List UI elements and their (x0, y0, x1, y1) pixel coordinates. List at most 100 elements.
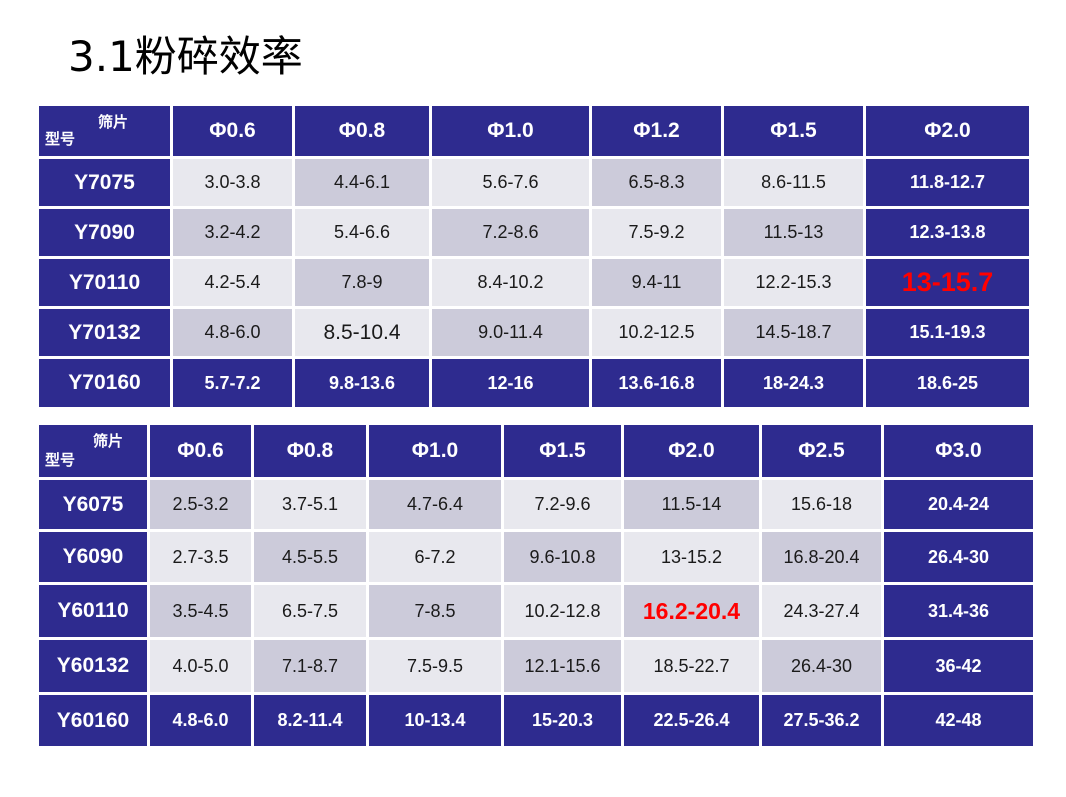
value-cell: 8.6-11.5 (724, 159, 863, 206)
value-cell: 4.2-5.4 (173, 259, 292, 306)
value-cell: 4.8-6.0 (173, 309, 292, 356)
value-cell: 10.2-12.8 (504, 585, 621, 637)
page-title: 3.1粉碎效率 (68, 32, 303, 81)
value-cell: 3.0-3.8 (173, 159, 292, 206)
corner-screen-label: 筛片 (97, 113, 128, 131)
highlighted-value-cell: 16.2-20.4 (624, 585, 759, 637)
value-cell: 16.8-20.4 (762, 532, 881, 582)
column-header: Φ3.0 (884, 425, 1033, 477)
model-cell: Y7075 (39, 159, 170, 206)
model-cell: Y6075 (39, 480, 147, 529)
value-cell: 7.1-8.7 (254, 640, 366, 692)
value-cell: 10-13.4 (369, 695, 501, 746)
column-header: Φ1.5 (724, 106, 863, 156)
value-cell: 26.4-30 (884, 532, 1033, 582)
table-row: Y70132 4.8-6.0 8.5-10.4 9.0-11.4 10.2-12… (39, 309, 1029, 356)
column-header: Φ0.6 (150, 425, 251, 477)
column-header: Φ0.8 (254, 425, 366, 477)
value-cell: 9.6-10.8 (504, 532, 621, 582)
value-cell: 7-8.5 (369, 585, 501, 637)
value-cell: 5.6-7.6 (432, 159, 589, 206)
value-cell: 12-16 (432, 359, 589, 407)
crush-efficiency-table-y70: 筛片 型号 Φ0.6 Φ0.8 Φ1.0 Φ1.2 Φ1.5 Φ2.0 Y707… (36, 103, 1032, 410)
value-cell: 12.3-13.8 (866, 209, 1029, 256)
highlighted-value-cell: 13-15.7 (866, 259, 1029, 306)
value-cell: 4.0-5.0 (150, 640, 251, 692)
column-header: Φ2.5 (762, 425, 881, 477)
value-cell: 18.5-22.7 (624, 640, 759, 692)
value-cell: 10.2-12.5 (592, 309, 721, 356)
model-cell: Y70160 (39, 359, 170, 407)
value-cell: 9.8-13.6 (295, 359, 429, 407)
value-cell: 42-48 (884, 695, 1033, 746)
table-row: Y6075 2.5-3.2 3.7-5.1 4.7-6.4 7.2-9.6 11… (39, 480, 1033, 529)
value-cell: 3.5-4.5 (150, 585, 251, 637)
column-header: Φ2.0 (866, 106, 1029, 156)
value-cell: 7.5-9.5 (369, 640, 501, 692)
value-cell: 18-24.3 (724, 359, 863, 407)
model-cell: Y7090 (39, 209, 170, 256)
value-cell: 13.6-16.8 (592, 359, 721, 407)
value-cell: 4.8-6.0 (150, 695, 251, 746)
value-cell: 7.2-8.6 (432, 209, 589, 256)
value-cell: 9.0-11.4 (432, 309, 589, 356)
model-cell: Y70110 (39, 259, 170, 306)
column-header: Φ2.0 (624, 425, 759, 477)
corner-model-label: 型号 (45, 130, 76, 148)
value-cell: 4.5-5.5 (254, 532, 366, 582)
corner-cell: 筛片 型号 (39, 425, 147, 477)
value-cell: 4.4-6.1 (295, 159, 429, 206)
corner-cell: 筛片 型号 (39, 106, 170, 156)
value-cell: 5.4-6.6 (295, 209, 429, 256)
column-header: Φ0.6 (173, 106, 292, 156)
value-cell: 12.1-15.6 (504, 640, 621, 692)
value-cell: 18.6-25 (866, 359, 1029, 407)
model-cell: Y60132 (39, 640, 147, 692)
value-cell: 7.5-9.2 (592, 209, 721, 256)
table-row: Y6090 2.7-3.5 4.5-5.5 6-7.2 9.6-10.8 13-… (39, 532, 1033, 582)
value-cell: 6.5-8.3 (592, 159, 721, 206)
value-cell: 15.1-19.3 (866, 309, 1029, 356)
value-cell: 22.5-26.4 (624, 695, 759, 746)
value-cell: 3.2-4.2 (173, 209, 292, 256)
column-header: Φ1.2 (592, 106, 721, 156)
table-header-row: 筛片 型号 Φ0.6 Φ0.8 Φ1.0 Φ1.2 Φ1.5 Φ2.0 (39, 106, 1029, 156)
model-cell: Y60110 (39, 585, 147, 637)
model-cell: Y6090 (39, 532, 147, 582)
value-cell: 5.7-7.2 (173, 359, 292, 407)
value-cell: 11.8-12.7 (866, 159, 1029, 206)
table-row: Y7075 3.0-3.8 4.4-6.1 5.6-7.6 6.5-8.3 8.… (39, 159, 1029, 206)
table-row: Y7090 3.2-4.2 5.4-6.6 7.2-8.6 7.5-9.2 11… (39, 209, 1029, 256)
column-header: Φ1.0 (369, 425, 501, 477)
table-row: Y70160 5.7-7.2 9.8-13.6 12-16 13.6-16.8 … (39, 359, 1029, 407)
value-cell: 24.3-27.4 (762, 585, 881, 637)
value-cell: 8.5-10.4 (295, 309, 429, 356)
column-header: Φ1.0 (432, 106, 589, 156)
value-cell: 9.4-11 (592, 259, 721, 306)
value-cell: 7.8-9 (295, 259, 429, 306)
table-header-row: 筛片 型号 Φ0.6 Φ0.8 Φ1.0 Φ1.5 Φ2.0 Φ2.5 Φ3.0 (39, 425, 1033, 477)
value-cell: 7.2-9.6 (504, 480, 621, 529)
value-cell: 2.7-3.5 (150, 532, 251, 582)
value-cell: 36-42 (884, 640, 1033, 692)
table-row: Y60160 4.8-6.0 8.2-11.4 10-13.4 15-20.3 … (39, 695, 1033, 746)
crush-efficiency-table-y60: 筛片 型号 Φ0.6 Φ0.8 Φ1.0 Φ1.5 Φ2.0 Φ2.5 Φ3.0… (36, 422, 1036, 749)
table-row: Y60132 4.0-5.0 7.1-8.7 7.5-9.5 12.1-15.6… (39, 640, 1033, 692)
value-cell: 8.4-10.2 (432, 259, 589, 306)
value-cell: 31.4-36 (884, 585, 1033, 637)
value-cell: 4.7-6.4 (369, 480, 501, 529)
value-cell: 6.5-7.5 (254, 585, 366, 637)
corner-screen-label: 筛片 (92, 432, 123, 450)
value-cell: 8.2-11.4 (254, 695, 366, 746)
value-cell: 2.5-3.2 (150, 480, 251, 529)
value-cell: 15-20.3 (504, 695, 621, 746)
value-cell: 27.5-36.2 (762, 695, 881, 746)
value-cell: 15.6-18 (762, 480, 881, 529)
model-cell: Y60160 (39, 695, 147, 746)
value-cell: 11.5-14 (624, 480, 759, 529)
column-header: Φ1.5 (504, 425, 621, 477)
value-cell: 14.5-18.7 (724, 309, 863, 356)
value-cell: 6-7.2 (369, 532, 501, 582)
corner-model-label: 型号 (45, 451, 76, 469)
table-row: Y70110 4.2-5.4 7.8-9 8.4-10.2 9.4-11 12.… (39, 259, 1029, 306)
